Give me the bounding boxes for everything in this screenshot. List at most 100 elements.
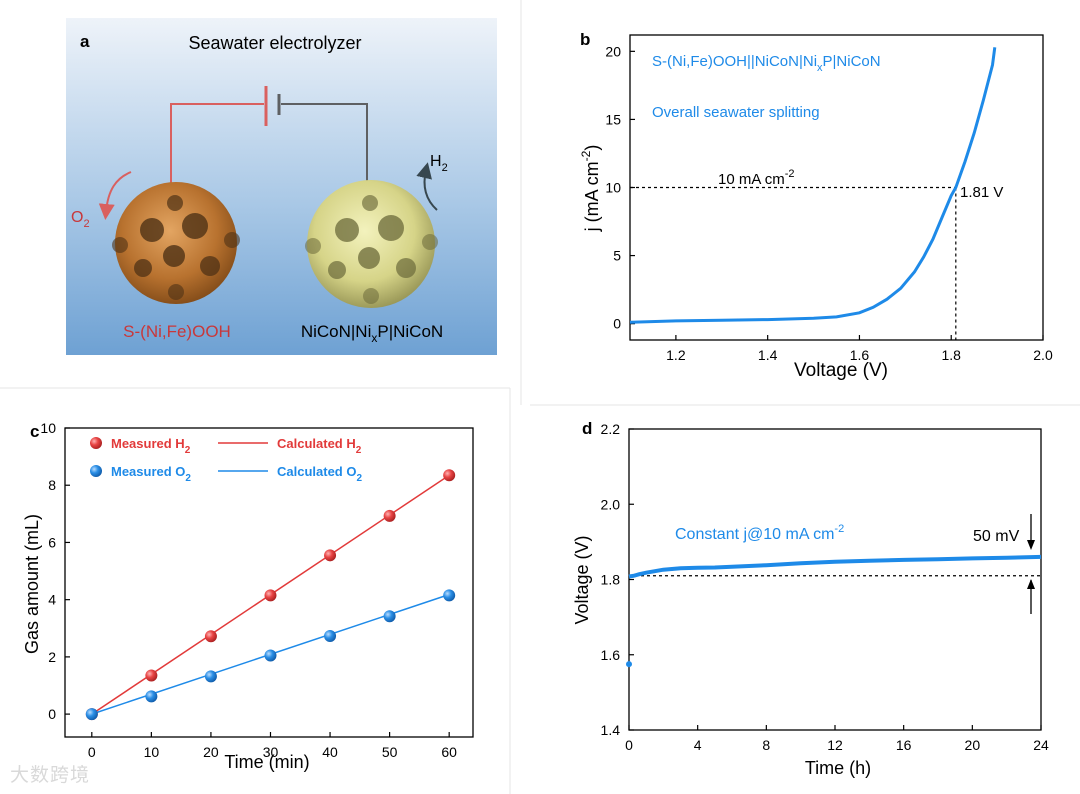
panel-b-y-ticks: 0 5 10 15 20 (605, 43, 635, 332)
panel-a: a Seawater electrolyzer (66, 18, 497, 355)
b-xtick-label: 1.4 (758, 347, 778, 363)
panel-c-point-1 (443, 589, 456, 602)
b-xtick-label: 1.2 (666, 347, 686, 363)
panel-d-annotation: Constant j@10 mA cm-2 (675, 523, 844, 543)
c-ytick-label: 4 (48, 592, 56, 608)
c-xtick-label: 20 (203, 744, 219, 760)
c-ytick-label: 8 (48, 477, 56, 493)
panel-b-xlabel: Voltage (V) (794, 360, 888, 381)
panel-c-legend-label: Calculated H2 (277, 436, 362, 456)
panel-c-letter: c (30, 422, 39, 441)
o2-arrow-icon (98, 171, 132, 220)
panel-c-point-0 (264, 589, 277, 602)
d-xtick-label: 24 (1033, 737, 1049, 753)
b-ytick-label: 15 (605, 111, 621, 127)
panel-c-legend-marker (90, 465, 102, 477)
c-xtick-label: 60 (441, 744, 457, 760)
panel-c-xlabel: Time (min) (224, 752, 309, 772)
panel-b: b 1.2 1.4 1.6 1.8 2.0 0 5 10 15 20 S-(Ni,Fe)OOH|… (579, 30, 1053, 381)
panel-d-delta-label: 50 mV (973, 528, 1020, 545)
cathode-cage-image (305, 180, 438, 308)
anode-label: S-(Ni,Fe)OOH (123, 322, 231, 341)
c-ytick-label: 2 (48, 649, 56, 665)
panel-d-x-ticks: 0 4 8 12 16 20 24 (625, 725, 1049, 753)
c-xtick-label: 0 (88, 744, 96, 760)
d-xtick-label: 12 (827, 737, 843, 753)
d-xtick-label: 20 (965, 737, 981, 753)
h2-label: H2 (430, 153, 448, 174)
b-ytick-label: 10 (605, 180, 621, 196)
panel-c-point-1 (145, 690, 158, 703)
b-xtick-label: 1.8 (941, 347, 961, 363)
panel-c-plot-frame (64, 427, 474, 738)
panel-d-outlier-point (626, 661, 632, 668)
c-ytick-label: 6 (48, 534, 56, 550)
d-ytick-label: 1.8 (601, 572, 621, 588)
b-xtick-label: 1.6 (850, 347, 870, 363)
panel-c-point-1 (264, 649, 277, 662)
c-xtick-label: 30 (263, 744, 279, 760)
panel-b-subtitle: Overall seawater splitting (652, 104, 820, 121)
anode-wire (170, 103, 264, 200)
delta-arrow-up-head-icon (1027, 579, 1035, 589)
c-ytick-label: 0 (48, 706, 56, 722)
panel-b-series-line (629, 47, 997, 324)
panel-c-point-1 (324, 630, 337, 643)
panel-c-legend-marker (90, 437, 102, 449)
d-xtick-label: 16 (896, 737, 912, 753)
watermark: 大数跨境 (10, 764, 91, 786)
panel-c-point-1 (85, 708, 98, 721)
panel-d-ylabel: Voltage (V) (572, 535, 592, 624)
panel-c: c 0 10 20 30 40 50 60 0 2 4 6 8 10 Measured H2 Calcu… (22, 420, 474, 772)
cathode-label: NiCoN|NixP|NiCoN (301, 322, 443, 345)
panel-b-point-label: 1.81 V (960, 184, 1003, 201)
panel-d: d 0 4 8 12 16 20 24 1.4 1.6 1.8 2.0 2.2 50 mV Cons… (572, 419, 1049, 778)
panel-c-legend-label: Measured H2 (111, 436, 191, 456)
panel-c-point-0 (204, 630, 217, 643)
panel-d-xlabel: Time (h) (805, 758, 871, 778)
panel-a-background (66, 18, 497, 355)
b-ytick-label: 0 (613, 316, 621, 332)
d-ytick-label: 1.4 (601, 722, 621, 738)
delta-arrow-down-head-icon (1027, 540, 1035, 550)
d-xtick-label: 4 (694, 737, 702, 753)
c-xtick-label: 10 (144, 744, 160, 760)
c-xtick-label: 50 (382, 744, 398, 760)
b-ytick-label: 20 (605, 43, 621, 59)
panel-c-y-ticks: 0 2 4 6 8 10 (40, 420, 70, 722)
panel-d-letter: d (582, 419, 592, 438)
panel-c-point-1 (383, 610, 396, 623)
panel-c-point-0 (145, 669, 158, 682)
panel-c-point-0 (443, 469, 456, 482)
b-xtick-label: 2.0 (1033, 347, 1053, 363)
cathode-wire (281, 103, 368, 200)
panel-a-letter: a (80, 32, 90, 51)
d-ytick-label: 2.0 (601, 496, 621, 512)
h2-arrow-icon (416, 162, 438, 211)
d-ytick-label: 2.2 (601, 421, 621, 437)
panel-d-plot-frame (628, 428, 1042, 731)
panel-c-measured-points (85, 469, 456, 721)
panel-b-x-ticks: 1.2 1.4 1.6 1.8 2.0 (666, 335, 1053, 363)
panel-a-title: Seawater electrolyzer (188, 33, 361, 53)
panel-c-point-0 (383, 509, 396, 522)
panel-c-legend: Measured H2 Calculated H2 Measured O2 Calcu… (90, 436, 362, 484)
panel-c-legend-label: Calculated O2 (277, 464, 362, 484)
panel-d-series-line (628, 554, 1042, 579)
d-ytick-label: 1.6 (601, 647, 621, 663)
panel-c-x-ticks: 0 10 20 30 40 50 60 (88, 732, 457, 760)
panel-d-y-ticks: 1.4 1.6 1.8 2.0 2.2 (601, 421, 634, 738)
panel-b-ylabel: j (mA cm-2) (579, 145, 602, 233)
o2-label: O2 (71, 209, 90, 230)
d-xtick-label: 0 (625, 737, 633, 753)
panel-c-legend-label: Measured O2 (111, 464, 191, 484)
panel-b-letter: b (580, 30, 590, 49)
panel-c-ylabel: Gas amount (mL) (22, 514, 42, 654)
c-xtick-label: 40 (322, 744, 338, 760)
c-ytick-label: 10 (40, 420, 56, 436)
panel-b-ref-label: 10 mA cm-2 (718, 168, 794, 188)
b-ytick-label: 5 (613, 248, 621, 264)
panel-c-point-1 (204, 670, 217, 683)
panel-b-legend: S-(Ni,Fe)OOH||NiCoN|NixP|NiCoN (652, 53, 881, 74)
